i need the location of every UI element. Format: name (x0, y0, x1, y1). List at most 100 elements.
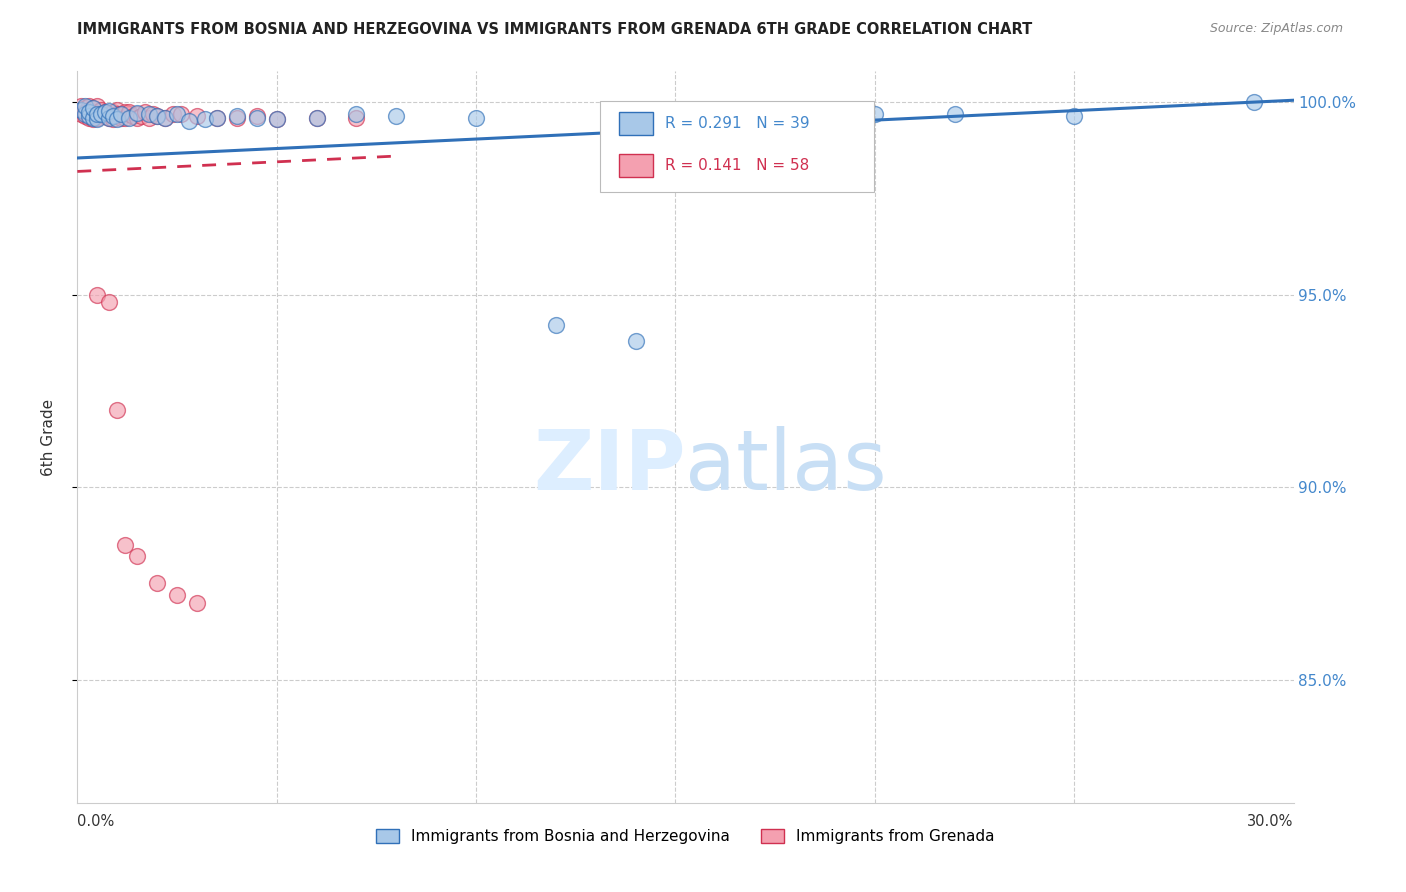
Point (90, 107, 112, 121)
Point (127, 106, 149, 120)
Point (114, 104, 136, 119)
Point (79, 109, 101, 123)
Point (90, 103, 112, 117)
Point (105, 106, 128, 120)
Point (70, 106, 93, 120)
Point (118, 104, 141, 119)
Point (194, 112, 217, 127)
FancyBboxPatch shape (619, 112, 652, 135)
Point (82, 101, 104, 115)
Point (153, 112, 176, 126)
Point (138, 107, 160, 121)
Point (110, 106, 132, 120)
Text: ZIP: ZIP (533, 425, 686, 507)
Point (266, 112, 288, 127)
Point (624, 334, 647, 348)
Point (75, 106, 97, 120)
Point (86, 106, 108, 120)
FancyBboxPatch shape (619, 154, 652, 178)
Point (465, 111, 488, 125)
Point (75, 109, 97, 123)
Point (863, 106, 886, 120)
Point (186, 596, 208, 610)
Point (79, 111, 101, 125)
Point (177, 114, 200, 128)
Point (79, 103, 101, 117)
Point (79, 104, 101, 119)
Point (103, 104, 125, 119)
Point (118, 111, 141, 125)
Point (75, 99, 97, 113)
Point (246, 112, 269, 126)
Point (1243, 95, 1265, 110)
FancyBboxPatch shape (600, 101, 875, 192)
Point (114, 111, 136, 125)
Point (110, 112, 132, 126)
Y-axis label: 6th Grade: 6th Grade (42, 399, 56, 475)
Point (105, 112, 128, 127)
Point (114, 538, 136, 552)
Point (122, 109, 145, 123)
Point (105, 403, 128, 417)
Point (305, 111, 328, 125)
Point (205, 111, 228, 125)
Point (346, 106, 368, 120)
Point (79, 99, 101, 113)
Point (305, 112, 328, 126)
Point (385, 109, 408, 123)
Point (346, 111, 368, 125)
Point (186, 109, 208, 123)
Point (98, 103, 121, 118)
Point (129, 109, 152, 123)
Text: R = 0.291   N = 39: R = 0.291 N = 39 (665, 116, 810, 131)
Point (704, 109, 727, 123)
Point (146, 576, 169, 591)
Point (82, 112, 104, 127)
Point (75, 104, 97, 119)
Point (70, 99, 93, 113)
Point (86, 287, 108, 301)
Point (153, 111, 176, 125)
Point (110, 107, 132, 121)
Point (118, 107, 141, 121)
Text: 0.0%: 0.0% (77, 814, 114, 830)
Text: R = 0.141   N = 58: R = 0.141 N = 58 (665, 158, 808, 173)
Point (127, 106, 149, 120)
Point (1063, 109, 1085, 123)
Point (75, 101, 97, 115)
Point (266, 112, 288, 127)
Point (943, 107, 966, 121)
Point (246, 109, 269, 123)
Point (86, 99, 108, 113)
Point (170, 106, 193, 120)
Point (103, 109, 125, 123)
Point (70, 103, 93, 117)
Point (98, 295, 121, 310)
Point (103, 112, 125, 127)
Point (146, 109, 169, 123)
Point (86, 111, 108, 125)
Point (142, 107, 165, 121)
Point (82, 106, 104, 120)
Point (79, 104, 101, 119)
Point (134, 104, 156, 119)
Point (138, 111, 160, 125)
Point (146, 109, 169, 123)
Point (94, 104, 117, 119)
Point (86, 112, 108, 127)
Legend: Immigrants from Bosnia and Herzegovina, Immigrants from Grenada: Immigrants from Bosnia and Herzegovina, … (370, 822, 1001, 850)
Point (86, 104, 108, 119)
Point (94, 104, 117, 119)
Point (98, 111, 121, 125)
Point (127, 549, 149, 564)
Point (225, 111, 247, 125)
Point (94, 109, 117, 123)
Point (82, 111, 104, 125)
Text: 30.0%: 30.0% (1247, 814, 1294, 830)
Point (105, 109, 128, 123)
Point (162, 107, 184, 121)
Point (90, 107, 112, 121)
Point (166, 588, 188, 602)
Point (205, 112, 228, 126)
Point (127, 112, 149, 126)
